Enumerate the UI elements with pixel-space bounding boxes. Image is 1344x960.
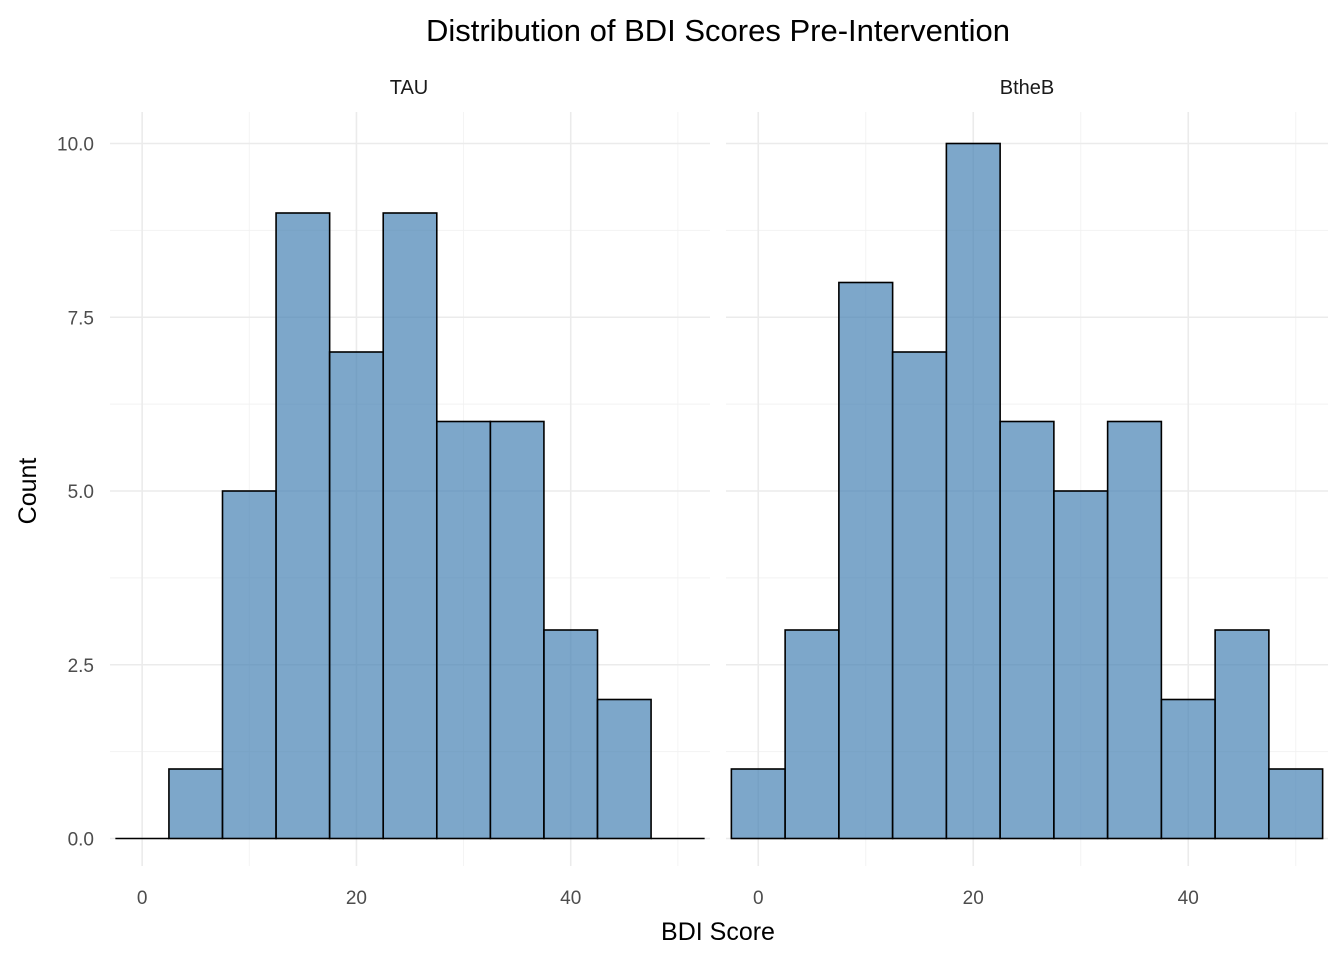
y-axis-title: Count [14, 458, 42, 525]
histogram-bar [596, 698, 652, 840]
histogram-bar [489, 420, 545, 840]
histogram-bar [382, 212, 438, 840]
histogram-bar [1160, 698, 1216, 840]
chart-title: Distribution of BDI Scores Pre-Intervent… [426, 13, 1010, 48]
y-tick-label: 7.5 [68, 308, 94, 329]
y-tick-label: 5.0 [68, 482, 94, 503]
panel-label-tau: TAU [390, 77, 429, 99]
x-tick-label: 40 [560, 888, 581, 909]
x-tick-label: 0 [753, 888, 764, 909]
histogram-bar [891, 351, 948, 840]
histogram-bar [1214, 629, 1270, 840]
histogram-bar [838, 281, 894, 840]
histogram-bar [730, 768, 786, 840]
x-axis-title: BDI Score [661, 918, 775, 946]
x-tick-label: 0 [137, 888, 148, 909]
histogram-bar [168, 768, 224, 840]
histogram-bar [999, 420, 1055, 840]
histogram-bar [435, 420, 492, 840]
histogram-bar [945, 142, 1001, 840]
y-tick-label: 10.0 [57, 135, 94, 156]
histogram-bar [275, 212, 331, 840]
histogram-bar [1268, 768, 1324, 840]
histogram-bar [1053, 490, 1109, 840]
histogram-bar [221, 490, 277, 840]
x-tick-label: 20 [963, 888, 984, 909]
y-tick-label: 0.0 [68, 830, 94, 851]
panel-btheb: 0 20 40 [726, 112, 1328, 909]
histogram-bar [1106, 420, 1163, 840]
histogram-bar [543, 629, 599, 840]
x-tick-label: 40 [1178, 888, 1199, 909]
panels-layer: 0 20 40 0.0 2.5 5.0 7.5 10.0 0 20 40 [57, 112, 1328, 909]
panel-tau: 0 20 40 0.0 2.5 5.0 7.5 10.0 [57, 112, 710, 909]
histogram-bar [328, 351, 385, 840]
histogram-bar [784, 629, 840, 840]
y-tick-label: 2.5 [68, 656, 94, 677]
panel-label-btheb: BtheB [1000, 77, 1054, 99]
x-tick-label: 20 [346, 888, 367, 909]
